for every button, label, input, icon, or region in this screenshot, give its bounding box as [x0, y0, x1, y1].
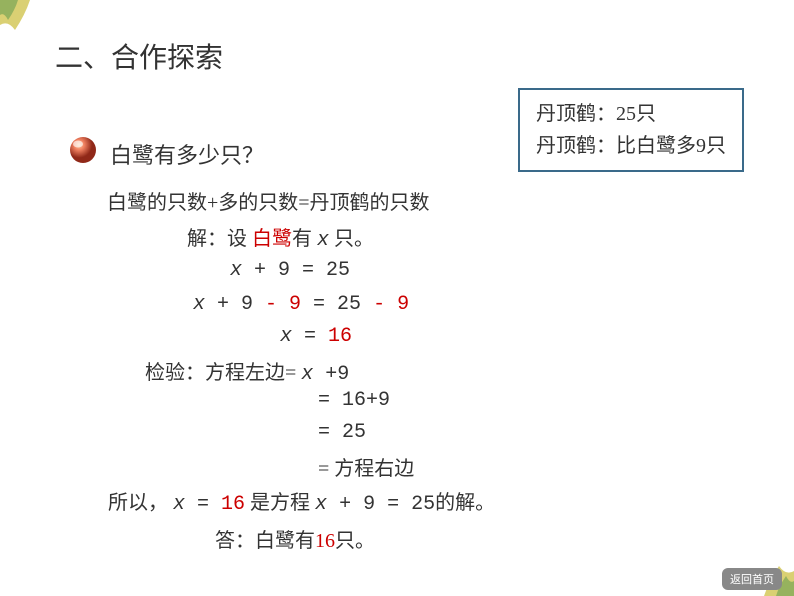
return-home-button[interactable]: 返回首页 [722, 568, 782, 590]
equation-3: x = 16 [280, 324, 352, 348]
equation-2: x + 9 - 9 = 25 - 9 [193, 292, 409, 316]
answer: 答：白鹭有16只。 [215, 524, 375, 553]
check-line-4: = 方程右边 [318, 452, 414, 481]
corner-decoration-tl [0, 0, 50, 50]
info-box: 丹顶鹤：25只 丹顶鹤：比白鹭多9只 [518, 88, 744, 172]
check-line-2: = 16+9 [318, 388, 390, 412]
solution-setup: 解：设 白鹭有 x 只。 [187, 222, 374, 252]
info-line-2: 丹顶鹤：比白鹭多9只 [536, 130, 726, 162]
info-line-1: 丹顶鹤：25只 [536, 98, 726, 130]
question-text: 白鹭有多少只？ [110, 138, 264, 170]
check-line-1: 检验：方程左边= x +9 [145, 356, 349, 386]
equation-1: x + 9 = 25 [230, 258, 350, 282]
equation-description: 白鹭的只数+多的只数=丹顶鹤的只数 [107, 186, 430, 215]
section-title: 二、合作探索 [55, 36, 223, 76]
check-line-3: = 25 [318, 420, 366, 444]
bullet-icon [68, 135, 98, 165]
conclusion: 所以， x = 16 是方程 x + 9 = 25的解。 [108, 486, 495, 516]
